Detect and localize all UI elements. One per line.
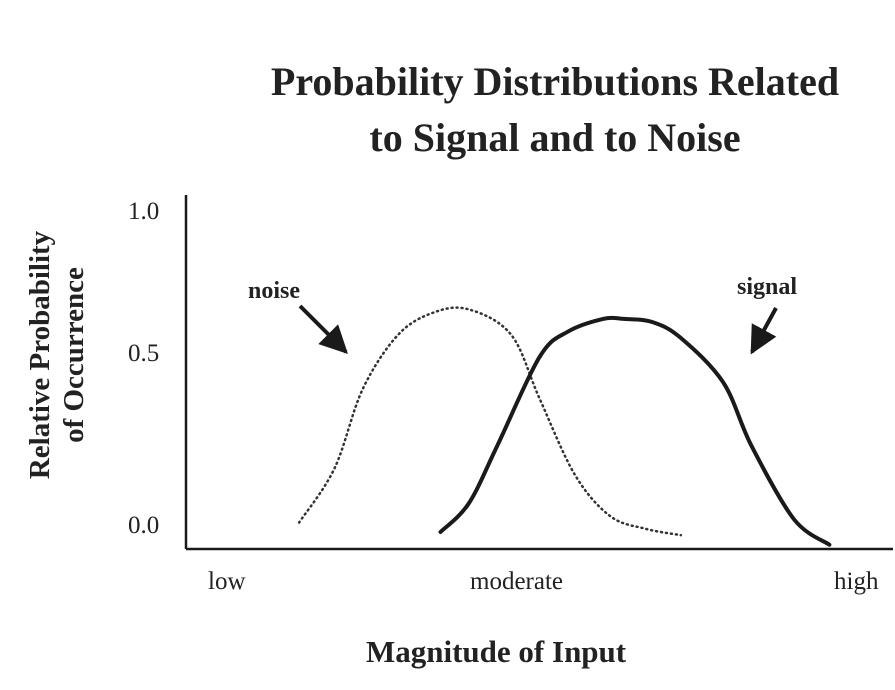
chart-title-line-2: to Signal and to Noise xyxy=(369,115,741,160)
series-layer xyxy=(297,306,832,547)
noise-annotation: noise xyxy=(248,278,301,304)
y-tick-label-1.0: 1.0 xyxy=(128,198,160,225)
x-axis-label: Magnitude of Input xyxy=(366,634,627,669)
noise-arrow xyxy=(298,304,348,354)
y-tick-label-0.0: 0.0 xyxy=(128,512,160,539)
signal-annotation: signal xyxy=(737,274,798,300)
x-tick-label-moderate: moderate xyxy=(470,568,564,595)
signal-curve xyxy=(438,315,832,547)
signal-arrow xyxy=(750,307,778,355)
y-tick-label-0.5: 0.5 xyxy=(128,340,160,367)
x-tick-label-low: low xyxy=(208,568,246,595)
noise-curve xyxy=(297,306,683,537)
x-tick-label-high: high xyxy=(834,568,879,595)
chart-title-line-1: Probability Distributions Related xyxy=(270,59,840,104)
